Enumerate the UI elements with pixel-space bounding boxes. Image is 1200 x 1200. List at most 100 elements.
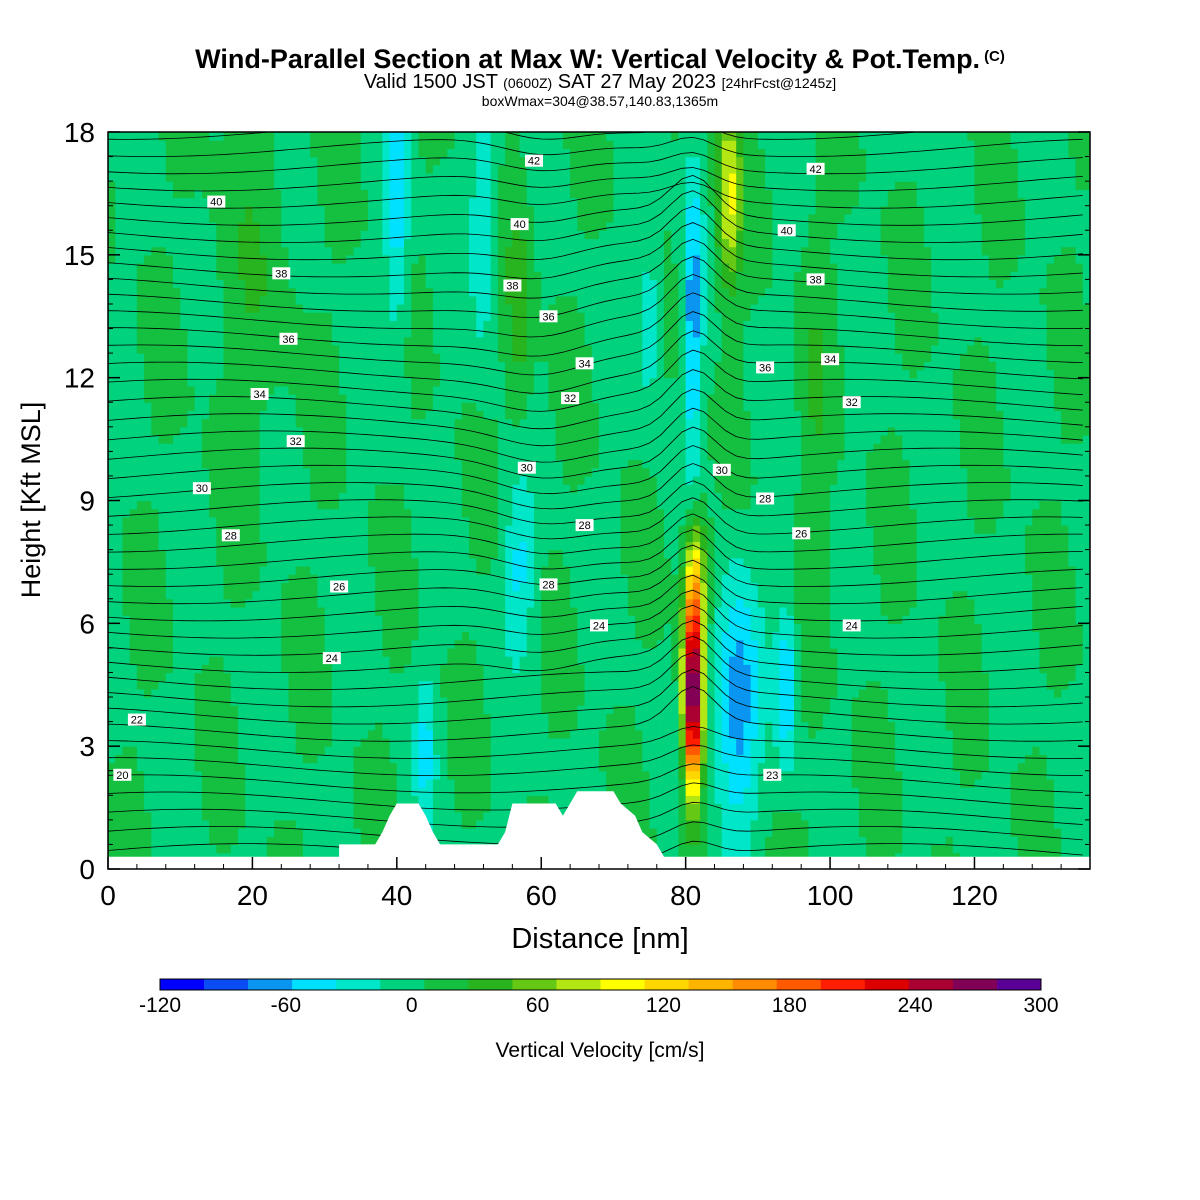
theta-label: 23 bbox=[766, 770, 778, 782]
colorbar-swatch bbox=[424, 979, 469, 990]
colorbar-swatch bbox=[644, 979, 689, 990]
theta-label: 24 bbox=[846, 620, 858, 632]
theta-label-bg bbox=[575, 519, 594, 532]
y-tick-label: 15 bbox=[64, 240, 95, 271]
theta-label-bg bbox=[842, 396, 861, 409]
colorbar-tick-label: 300 bbox=[1023, 994, 1058, 1017]
theta-label-bg bbox=[517, 461, 536, 474]
x-tick-label: 80 bbox=[670, 880, 701, 911]
theta-label: 32 bbox=[290, 436, 302, 448]
colorbar-swatch bbox=[952, 979, 998, 990]
colorbar-tick-label: -60 bbox=[271, 994, 301, 1017]
theta-label-bg bbox=[221, 529, 240, 542]
theta-label: 34 bbox=[253, 389, 265, 401]
terrain-mask bbox=[108, 791, 1090, 869]
theta-label: 34 bbox=[578, 358, 590, 370]
colorbar-swatch bbox=[820, 979, 866, 990]
theta-label: 38 bbox=[809, 274, 821, 286]
theta-label-bg bbox=[539, 578, 558, 591]
theta-label-bg bbox=[286, 435, 305, 448]
colorbar-swatch bbox=[336, 979, 381, 990]
colorbar-swatch bbox=[776, 979, 822, 990]
y-tick-label: 6 bbox=[79, 608, 95, 639]
y-tick-label: 3 bbox=[79, 731, 95, 762]
colorbar-label: Vertical Velocity [cm/s] bbox=[496, 1039, 705, 1062]
forecast-info: [24hrFcst@1245z] bbox=[721, 75, 837, 91]
theta-label: 36 bbox=[542, 311, 554, 323]
theta-label: 32 bbox=[846, 397, 858, 409]
y-axis-label: Height [Kft MSL] bbox=[16, 402, 46, 599]
copyright-mark: (C) bbox=[984, 48, 1005, 65]
colorbar-swatch bbox=[864, 979, 910, 990]
theta-label: 30 bbox=[521, 463, 533, 475]
theta-label-bg bbox=[510, 218, 529, 231]
theta-label: 40 bbox=[781, 225, 793, 237]
theta-label-bg bbox=[272, 267, 291, 280]
theta-contours bbox=[108, 132, 1083, 862]
theta-label: 20 bbox=[116, 770, 128, 782]
valid-time: Valid 1500 JST (0600Z) SAT 27 May 2023 [… bbox=[0, 72, 1200, 93]
theta-label-bg bbox=[763, 768, 782, 781]
colorbar-swatch bbox=[600, 979, 645, 990]
colorbar-tick-label: 60 bbox=[526, 994, 549, 1017]
y-tick-label: 0 bbox=[79, 854, 95, 885]
colorbar-swatch bbox=[204, 979, 249, 990]
colorbar-swatch bbox=[292, 979, 337, 990]
colorbar-swatch bbox=[996, 979, 1042, 990]
theta-label: 24 bbox=[326, 653, 338, 665]
colorbar-frame bbox=[159, 978, 1042, 991]
theta-label: 36 bbox=[759, 362, 771, 374]
theta-label-bg bbox=[279, 332, 298, 345]
chart-title: Wind-Parallel Section at Max W: Vertical… bbox=[0, 44, 1200, 75]
theta-label-bg bbox=[712, 463, 731, 476]
valid-date: SAT 27 May 2023 bbox=[557, 71, 717, 93]
theta-label-bg bbox=[821, 353, 840, 366]
title-main: Wind-Parallel Section at Max W: Vertical… bbox=[195, 44, 981, 74]
theta-label: 42 bbox=[528, 156, 540, 168]
theta-label-bg bbox=[756, 361, 775, 374]
x-tick-label: 0 bbox=[100, 880, 116, 911]
theta-label: 34 bbox=[824, 354, 836, 366]
theta-label: 28 bbox=[225, 530, 237, 542]
colorbar-swatch bbox=[688, 979, 733, 990]
terrain bbox=[108, 791, 1090, 869]
theta-label: 28 bbox=[542, 579, 554, 591]
theta-label: 28 bbox=[578, 520, 590, 532]
theta-label: 36 bbox=[282, 334, 294, 346]
x-tick-label: 20 bbox=[237, 880, 268, 911]
colorbar-swatch bbox=[380, 979, 425, 990]
valid-utc: (0600Z) bbox=[503, 75, 553, 91]
theta-label-bg bbox=[842, 619, 861, 632]
colorbar-swatch bbox=[556, 979, 601, 990]
x-tick-label: 40 bbox=[381, 880, 412, 911]
x-tick-label: 60 bbox=[526, 880, 557, 911]
x-axis-label: Distance [nm] bbox=[511, 923, 688, 955]
theta-label-bg bbox=[806, 162, 825, 175]
theta-label-bg bbox=[322, 652, 341, 665]
vertical-velocity-field bbox=[108, 132, 1090, 869]
theta-label: 42 bbox=[809, 164, 821, 176]
theta-label: 24 bbox=[593, 620, 605, 632]
theta-label-bg bbox=[590, 619, 608, 632]
colorbar-swatch bbox=[512, 979, 557, 990]
colorbar-swatch bbox=[732, 979, 777, 990]
theta-label: 40 bbox=[513, 219, 525, 231]
y-tick-label: 9 bbox=[79, 486, 95, 517]
valid-prefix: Valid 1500 JST bbox=[363, 71, 498, 93]
x-tick-label: 100 bbox=[807, 880, 854, 911]
theta-label: 40 bbox=[210, 197, 222, 209]
theta-label-bg bbox=[806, 273, 825, 286]
colorbar-swatch bbox=[248, 979, 293, 990]
theta-label: 30 bbox=[196, 483, 208, 495]
colorbar-swatch bbox=[908, 979, 954, 990]
theta-label: 30 bbox=[716, 465, 728, 477]
theta-label-bg bbox=[250, 388, 269, 400]
theta-label: 28 bbox=[759, 494, 771, 506]
theta-label-bg bbox=[539, 310, 558, 323]
theta-label: 26 bbox=[333, 582, 345, 594]
theta-label-bg bbox=[756, 492, 775, 505]
y-tick-label: 12 bbox=[64, 363, 95, 394]
x-tick-label: 120 bbox=[951, 880, 998, 911]
y-tick-label: 18 bbox=[64, 117, 95, 148]
